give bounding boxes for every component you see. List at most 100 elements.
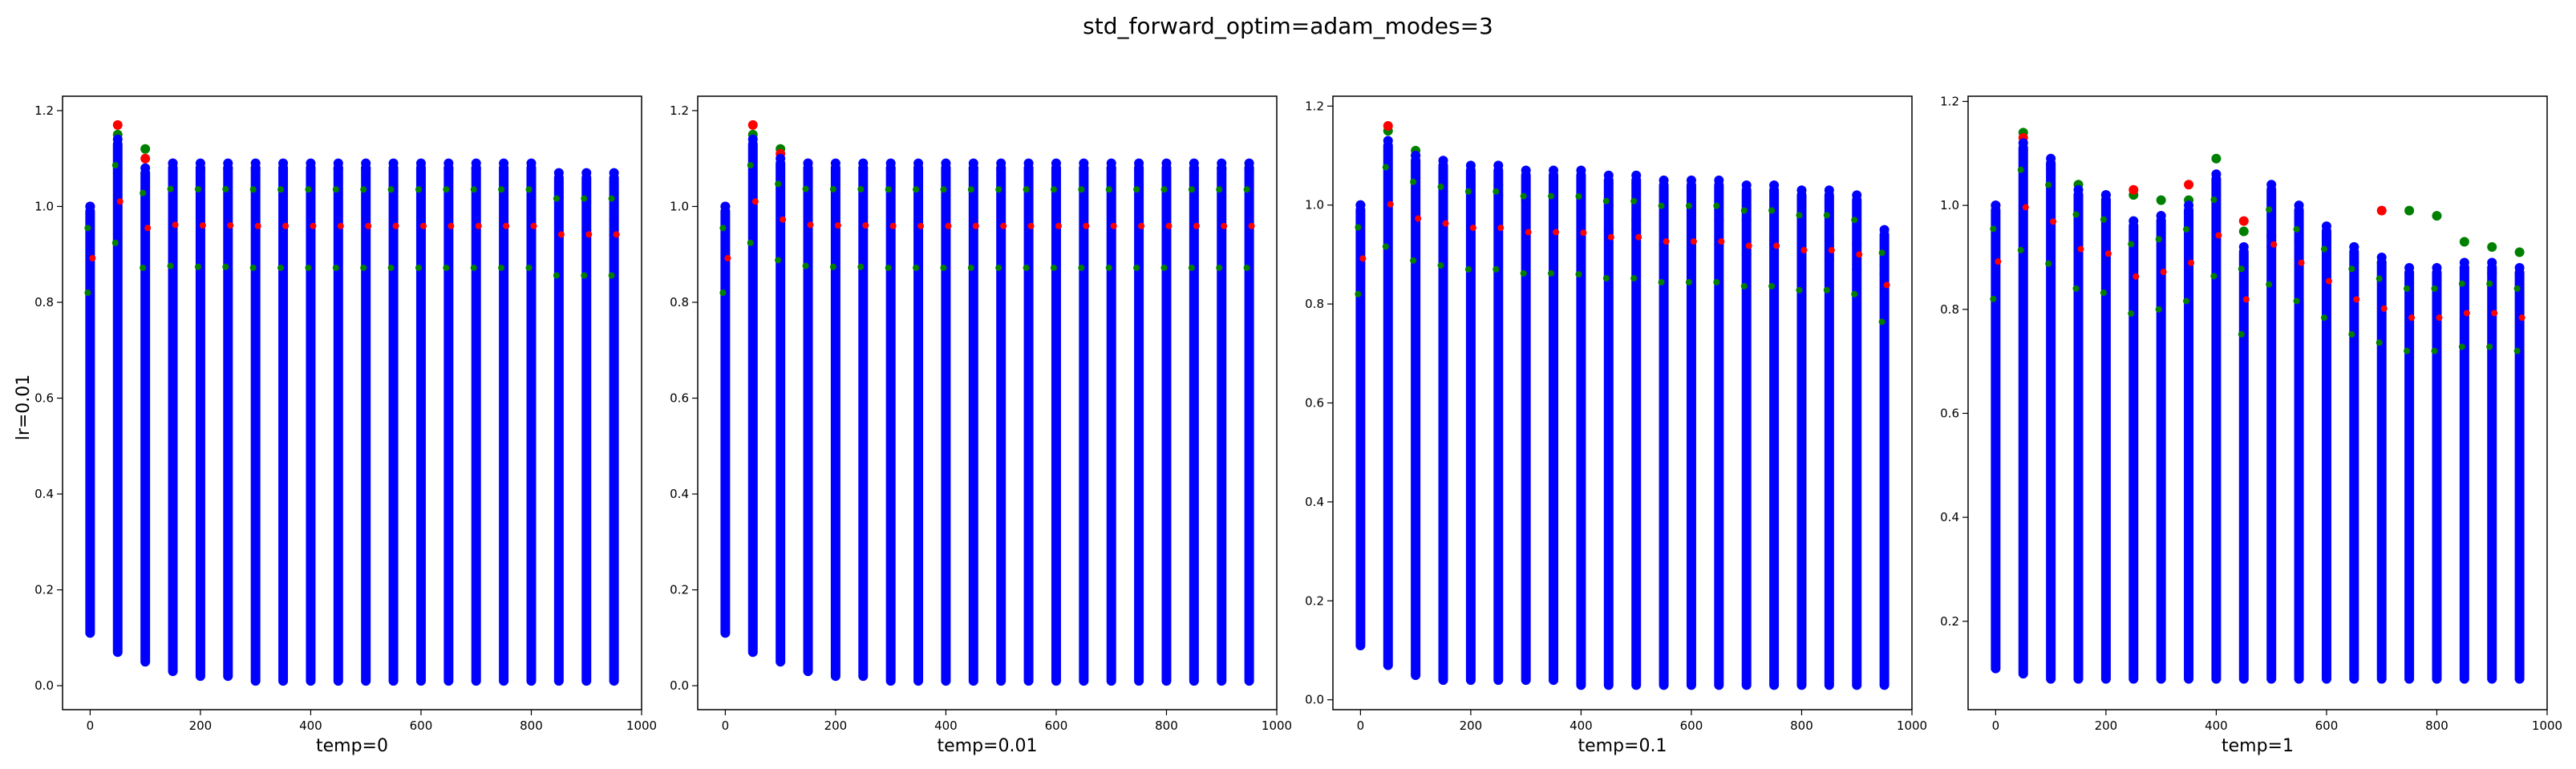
green-point bbox=[194, 185, 201, 192]
blue-point bbox=[2073, 184, 2084, 195]
green-point bbox=[747, 162, 754, 169]
blue-point-column bbox=[2404, 267, 2415, 684]
blue-point-column bbox=[830, 163, 840, 682]
blue-point-column bbox=[278, 163, 289, 686]
green-point bbox=[1023, 186, 1030, 193]
blue-point bbox=[776, 153, 786, 164]
green-point bbox=[111, 239, 119, 246]
green-point bbox=[1713, 202, 1720, 209]
y-tick-label: 0.4 bbox=[1305, 495, 1324, 509]
blue-point-column bbox=[526, 163, 537, 686]
green-point bbox=[1133, 186, 1140, 193]
green-point bbox=[608, 195, 615, 202]
blue-point-column bbox=[1411, 156, 1421, 680]
green-point bbox=[2458, 343, 2465, 350]
red-point bbox=[337, 222, 344, 229]
blue-point-column bbox=[1879, 229, 1889, 690]
green-point bbox=[2183, 225, 2190, 233]
axes-frame bbox=[62, 95, 642, 710]
x-tick-label: 400 bbox=[2205, 718, 2228, 733]
blue-point-column bbox=[1438, 160, 1448, 686]
green-point bbox=[415, 264, 422, 271]
blue-point bbox=[361, 158, 371, 168]
blue-point-column bbox=[1244, 163, 1254, 686]
blue-point bbox=[195, 158, 205, 168]
red-point bbox=[1138, 222, 1145, 229]
green-point bbox=[360, 186, 367, 193]
red-point bbox=[2238, 216, 2249, 226]
green-point bbox=[525, 264, 533, 271]
blue-point-column bbox=[2184, 205, 2194, 684]
green-point bbox=[1493, 265, 1500, 273]
green-point bbox=[1410, 257, 1417, 264]
green-point bbox=[2404, 347, 2411, 354]
green-point bbox=[1685, 278, 1692, 285]
x-tick-label: 400 bbox=[1569, 718, 1593, 733]
blue-point bbox=[2376, 252, 2387, 262]
blue-point-column bbox=[1991, 205, 2001, 674]
blue-point-column bbox=[333, 163, 343, 686]
y-tick-label: 0.6 bbox=[1940, 406, 1959, 420]
blue-point bbox=[2294, 200, 2304, 211]
green-point bbox=[885, 264, 892, 271]
green-point bbox=[1602, 197, 1610, 204]
blue-point-column bbox=[223, 163, 233, 682]
red-point bbox=[2270, 241, 2278, 248]
blue-point bbox=[2459, 257, 2469, 268]
green-point bbox=[719, 225, 727, 232]
x-tick-label: 600 bbox=[2315, 718, 2339, 733]
green-point bbox=[1160, 186, 1168, 193]
y-tick-label: 0.2 bbox=[34, 583, 54, 597]
blue-point-column bbox=[2073, 189, 2084, 684]
green-point bbox=[1630, 275, 1638, 282]
green-point bbox=[2486, 280, 2493, 287]
red-point bbox=[2215, 232, 2222, 239]
blue-point bbox=[168, 158, 178, 168]
blue-point-column bbox=[2018, 143, 2028, 679]
green-point bbox=[2320, 314, 2327, 322]
red-point bbox=[2380, 305, 2388, 312]
green-point bbox=[277, 186, 285, 193]
blue-point bbox=[1383, 136, 1393, 146]
green-point bbox=[305, 264, 312, 271]
green-point bbox=[608, 272, 615, 279]
x-tick-label: 800 bbox=[1155, 718, 1178, 733]
blue-point-column bbox=[85, 206, 95, 638]
blue-point-column bbox=[553, 172, 564, 686]
blue-point bbox=[1824, 185, 1834, 196]
green-point bbox=[2432, 211, 2442, 221]
blue-point-column bbox=[1079, 163, 1089, 686]
green-point bbox=[1990, 295, 1997, 302]
green-point bbox=[1243, 264, 1250, 271]
green-point bbox=[415, 186, 422, 193]
blue-point bbox=[223, 158, 233, 168]
green-point bbox=[222, 263, 229, 270]
green-point bbox=[1382, 243, 1389, 250]
blue-point bbox=[278, 158, 289, 168]
red-point bbox=[1110, 222, 1117, 229]
blue-point-column bbox=[2100, 195, 2111, 684]
blue-point-column bbox=[1686, 180, 1696, 690]
green-point bbox=[1243, 186, 1250, 193]
panel-1: 0 200 400 600 800 1000 0.0 0.2 0.4 0.6 0.8 1.0 1.2 te… bbox=[34, 95, 657, 756]
red-point bbox=[1221, 222, 1228, 229]
blue-point-column bbox=[2238, 247, 2249, 684]
red-point bbox=[1580, 229, 1587, 237]
blue-point bbox=[1134, 158, 1144, 168]
x-tick-label: 1000 bbox=[626, 718, 657, 733]
blue-point-column bbox=[1465, 165, 1476, 686]
blue-point-column bbox=[140, 168, 151, 667]
x-tick-label: 800 bbox=[1790, 718, 1813, 733]
red-point bbox=[1856, 251, 1863, 258]
green-point bbox=[2155, 306, 2162, 313]
red-point bbox=[2184, 180, 2194, 190]
green-point bbox=[1575, 192, 1582, 200]
blue-point-column bbox=[2294, 205, 2304, 684]
green-point bbox=[1188, 186, 1195, 193]
x-axis-label: temp=0.01 bbox=[938, 736, 1038, 756]
green-point bbox=[249, 186, 257, 193]
blue-point-column bbox=[2321, 226, 2331, 684]
green-point bbox=[1630, 197, 1638, 204]
blue-point bbox=[885, 158, 896, 168]
green-point bbox=[140, 144, 151, 154]
